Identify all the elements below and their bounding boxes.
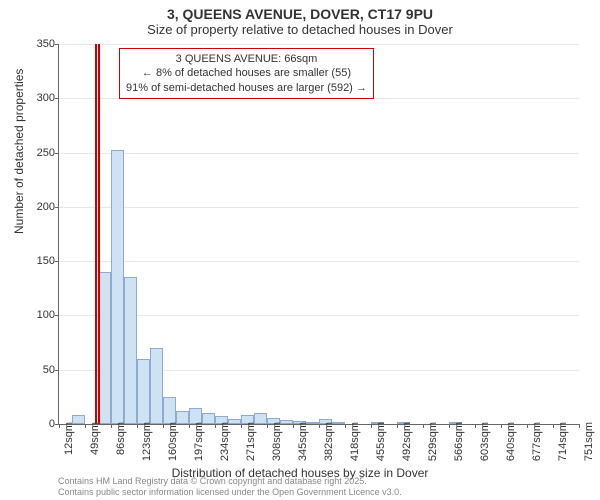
x-tick-label: 160sqm [167,422,179,461]
x-tick-mark [189,424,190,428]
y-tick-label: 100 [23,309,55,321]
annotation-line: 91% of semi-detached houses are larger (… [126,81,367,95]
histogram-bar [124,277,137,424]
x-tick-label: 234sqm [219,422,231,461]
y-tick-label: 250 [23,147,55,159]
histogram-bar [150,348,163,424]
x-tick-label: 677sqm [531,422,543,461]
page-title: 3, QUEENS AVENUE, DOVER, CT17 9PU [0,0,600,22]
annotation-line: 3 QUEENS AVENUE: 66sqm [126,52,367,66]
x-tick-label: 492sqm [401,422,413,461]
marker-line [95,44,97,424]
y-tick-mark [55,261,59,262]
y-tick-label: 200 [23,201,55,213]
footer-line: Contains public sector information licen… [58,487,402,498]
x-tick-label: 640sqm [505,422,517,461]
x-tick-mark [319,424,320,428]
page-subtitle: Size of property relative to detached ho… [0,22,600,41]
x-tick-label: 382sqm [323,422,335,461]
x-tick-mark [397,424,398,428]
x-tick-mark [59,424,60,428]
x-tick-mark [371,424,372,428]
x-tick-mark [345,424,346,428]
x-tick-label: 714sqm [557,422,569,461]
x-tick-label: 566sqm [453,422,465,461]
y-tick-mark [55,44,59,45]
grid-line [59,261,579,262]
y-tick-label: 350 [23,38,55,50]
x-tick-label: 197sqm [193,422,205,461]
annotation-line: ← 8% of detached houses are smaller (55) [126,66,367,80]
x-tick-mark [111,424,112,428]
x-tick-mark [85,424,86,428]
grid-line [59,44,579,45]
attribution-footer: Contains HM Land Registry data © Crown c… [58,476,402,498]
y-tick-label: 50 [23,364,55,376]
x-tick-mark [553,424,554,428]
y-tick-mark [55,207,59,208]
y-tick-mark [55,153,59,154]
grid-line [59,315,579,316]
x-tick-label: 603sqm [479,422,491,461]
x-tick-mark [267,424,268,428]
y-tick-label: 300 [23,92,55,104]
x-tick-label: 308sqm [271,422,283,461]
y-tick-mark [55,370,59,371]
x-tick-mark [215,424,216,428]
histogram-bar [137,359,150,424]
x-tick-label: 418sqm [349,422,361,461]
x-tick-label: 271sqm [245,422,257,461]
histogram-bar [163,397,176,424]
x-tick-mark [449,424,450,428]
y-tick-label: 150 [23,255,55,267]
x-tick-mark [501,424,502,428]
x-tick-label: 345sqm [297,422,309,461]
marker-line [98,44,100,424]
x-tick-label: 455sqm [375,422,387,461]
x-tick-mark [475,424,476,428]
x-tick-mark [137,424,138,428]
x-tick-label: 751sqm [583,422,595,461]
x-tick-label: 86sqm [115,422,127,455]
plot-area: 05010015020025030035012sqm49sqm86sqm123s… [58,44,579,425]
x-tick-mark [293,424,294,428]
x-tick-mark [423,424,424,428]
x-tick-label: 12sqm [63,422,75,455]
grid-line [59,153,579,154]
x-tick-label: 49sqm [89,422,101,455]
x-tick-mark [527,424,528,428]
x-tick-label: 529sqm [427,422,439,461]
histogram-bar [111,150,124,424]
y-tick-mark [55,315,59,316]
x-tick-label: 123sqm [141,422,153,461]
y-tick-label: 0 [23,418,55,430]
x-tick-mark [241,424,242,428]
histogram-chart: 3, QUEENS AVENUE, DOVER, CT17 9PU Size o… [0,0,600,500]
footer-line: Contains HM Land Registry data © Crown c… [58,476,402,487]
annotation-box: 3 QUEENS AVENUE: 66sqm ← 8% of detached … [119,48,374,99]
x-tick-mark [579,424,580,428]
grid-line [59,207,579,208]
x-tick-mark [163,424,164,428]
y-tick-mark [55,98,59,99]
